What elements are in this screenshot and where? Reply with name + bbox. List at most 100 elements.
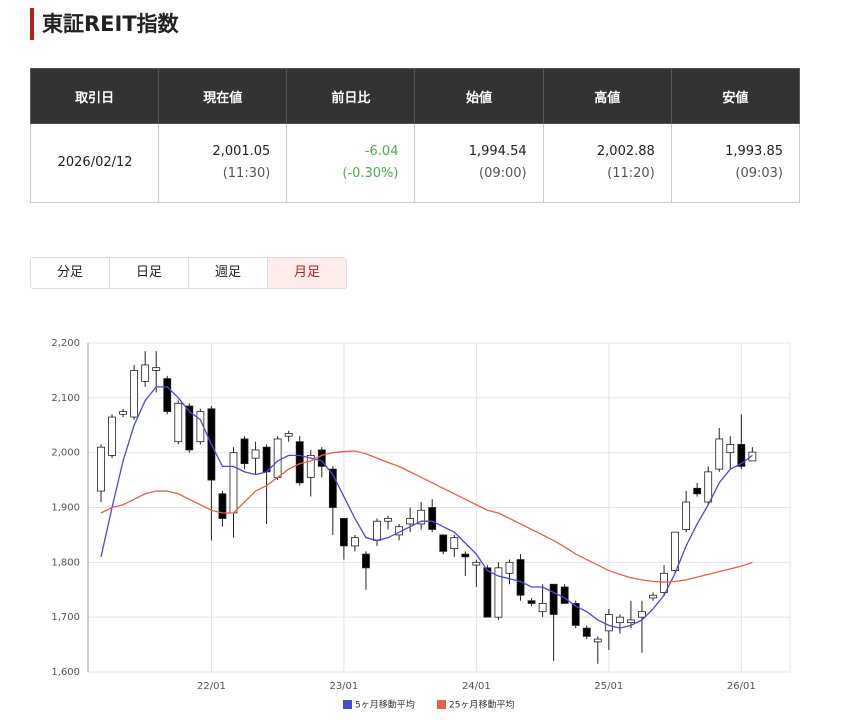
y-tick-label: 1,800 (51, 557, 80, 568)
candle-body (295, 441, 304, 484)
candle-body (505, 561, 514, 574)
candle-body (384, 518, 392, 522)
candle-body (439, 534, 448, 552)
value-cell: 1,993.85 (09:03) (670, 123, 801, 203)
candle-body (373, 520, 381, 541)
candle-body (571, 603, 580, 626)
column-header: 高値 (542, 68, 672, 124)
candle-body (119, 411, 127, 415)
candle-body (693, 487, 702, 495)
cell-time: (11:30) (222, 166, 271, 181)
candle-body (406, 518, 415, 525)
x-tick-label: 25/01 (594, 681, 623, 692)
candle-body (494, 567, 503, 618)
x-tick-label: 26/01 (727, 681, 756, 692)
value-cell: -6.04 (-0.30%) (286, 123, 416, 203)
period-tab[interactable]: 月足 (268, 258, 346, 288)
period-tab[interactable]: 分足 (31, 258, 110, 288)
candle-body (251, 449, 260, 459)
candle-body (582, 627, 591, 637)
candle-body (218, 493, 227, 519)
y-tick-label: 2,200 (51, 338, 80, 349)
candle-body (185, 405, 194, 451)
quote-table: 取引日 現在値 前日比 始値 高値 安値 2026/02/12 2,001.05 (11:30… (29, 68, 801, 203)
column-header: 現在値 (158, 68, 288, 124)
moving-average-line (100, 450, 753, 583)
candle-body (560, 586, 569, 604)
chart: 1,600 1,700 1,800 1,900 2,000 2,100 2,200 22/01… (51, 338, 791, 711)
column-header: 取引日 (29, 68, 160, 124)
cell-value: 2,001.05 (212, 144, 271, 159)
cell-value: -6.04 (364, 144, 399, 159)
candle-body (649, 594, 657, 599)
candle-body (527, 600, 536, 604)
candle-body (516, 559, 525, 596)
candle-body (682, 501, 691, 530)
legend-swatch (437, 700, 446, 709)
value-cell: 2,001.05 (11:30) (158, 123, 288, 203)
y-tick-label: 2,100 (51, 393, 80, 404)
cell-value: 1,994.54 (468, 144, 527, 159)
cell-value: 1,993.85 (725, 144, 783, 159)
candle-body (737, 444, 746, 467)
candle-body (97, 446, 105, 492)
period-tab[interactable]: 週足 (189, 258, 268, 288)
candle-body (660, 572, 668, 593)
legend-label: 5ヶ月移動平均 (355, 699, 415, 711)
legend-label: 25ヶ月移動平均 (449, 699, 514, 711)
column-header: 前日比 (286, 68, 416, 124)
cell-time: (-0.30%) (342, 166, 399, 181)
x-tick-label: 22/01 (197, 681, 226, 692)
candle-body (461, 553, 470, 558)
column-header: 始値 (414, 68, 544, 124)
candle-body (627, 619, 635, 624)
candle-body (417, 509, 426, 525)
candle-body (538, 603, 547, 613)
candle-body (163, 378, 172, 412)
candle-body (273, 438, 282, 478)
candle-body (472, 561, 481, 566)
cell-time: (11:20) (607, 166, 655, 181)
column-header: 安値 (670, 68, 801, 124)
candle-body (284, 433, 293, 437)
cell-time: (09:00) (479, 166, 527, 181)
period-tab[interactable]: 日足 (110, 258, 189, 288)
candle-body (450, 537, 459, 550)
candle-body (593, 638, 602, 643)
x-tick-label: 23/01 (329, 681, 358, 692)
candle-body (152, 367, 161, 371)
data-row: 2026/02/12 2,001.05 (11:30) -6.04 (-0.30%) 1,… (29, 123, 801, 203)
candle-body (328, 468, 337, 508)
candle-body (704, 471, 713, 503)
candle-body (362, 553, 370, 569)
candle-body (715, 438, 724, 470)
page-title: 東証REIT指数 (30, 8, 179, 40)
candle-body (229, 452, 238, 514)
cell-value: 2,002.88 (596, 144, 655, 159)
candle-body (108, 416, 116, 456)
candle-body (671, 531, 679, 571)
candle-body (615, 616, 624, 624)
x-tick-label: 24/01 (462, 681, 491, 692)
value-cell: 2,002.88 (11:20) (542, 123, 672, 203)
candle-body (748, 451, 757, 462)
candle-body (317, 449, 326, 467)
candle-body (604, 614, 613, 632)
candle-body (306, 455, 315, 478)
candle-body (262, 446, 271, 473)
candle-body (130, 370, 139, 418)
moving-average-line (100, 386, 753, 629)
candle-body (638, 611, 646, 618)
candle-body (549, 583, 558, 615)
candle-body (240, 438, 249, 465)
y-tick-label: 2,000 (51, 448, 80, 459)
candle-body (428, 507, 437, 530)
cell-time: (09:03) (735, 166, 783, 181)
candle-body (339, 518, 348, 547)
candle-body (174, 402, 183, 443)
period-tabs: 分足 日足 週足 月足 (30, 257, 347, 289)
candle-body (141, 364, 150, 382)
date-cell: 2026/02/12 (29, 123, 160, 203)
y-tick-label: 1,600 (51, 667, 80, 678)
